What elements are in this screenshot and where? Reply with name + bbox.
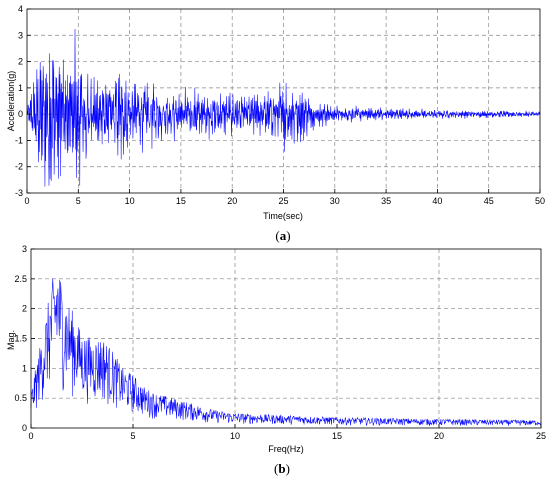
panel-b-ytick-label: 3 bbox=[22, 244, 27, 254]
panel-b-ytick-label: 0 bbox=[22, 423, 27, 433]
panel-b-ytick-label: 1.5 bbox=[14, 334, 27, 344]
panel-a-ytick-label: 0 bbox=[18, 109, 23, 119]
panel-a-xtick-label: 40 bbox=[432, 196, 442, 206]
panel-a-xtick-label: 25 bbox=[278, 196, 288, 206]
panel-b-ytick-label: 2 bbox=[22, 304, 27, 314]
panel-a-xtick-label: 35 bbox=[381, 196, 391, 206]
panel-b-xtick-label: 5 bbox=[130, 431, 135, 441]
panel-a-xtick-label: 45 bbox=[484, 196, 494, 206]
panel-a-caption-letter: a bbox=[280, 228, 287, 243]
panel-a-series-line bbox=[26, 28, 541, 187]
panel-a-ytick-label: -1 bbox=[15, 135, 23, 145]
panel-b-caption-letter: b bbox=[278, 461, 285, 476]
panel-b-xtick-label: 25 bbox=[536, 431, 546, 441]
panel-b-series-line bbox=[30, 278, 542, 427]
panel-a-xtick-label: 20 bbox=[227, 196, 237, 206]
panel-b-caption: (b) bbox=[274, 461, 290, 476]
panel-b-ytick-label: 0.5 bbox=[14, 393, 27, 403]
panel-b-xtick-label: 15 bbox=[332, 431, 342, 441]
panel-a-ytick-label: 1 bbox=[18, 83, 23, 93]
panel-b-ytick-label: 2.5 bbox=[14, 274, 27, 284]
panel-a-ytick-label: -2 bbox=[15, 162, 23, 172]
panel-a-xtick-label: 5 bbox=[76, 196, 81, 206]
panel-b-ytick-label: 1 bbox=[22, 363, 27, 373]
panel-a-xtick-label: 50 bbox=[535, 196, 545, 206]
panel-a-ytick-label: -3 bbox=[15, 188, 23, 198]
panel-a-ylabel: Acceleration(g) bbox=[6, 71, 16, 132]
panel-a-xtick-label: 15 bbox=[176, 196, 186, 206]
panel-b-xtick-label: 20 bbox=[434, 431, 444, 441]
panel-a-ytick-label: 4 bbox=[18, 4, 23, 14]
panel-a-chart: 0 5 10 15 20 25 30 35 40 45 50 -3 -2 -1 0 1 2 3 4 bbox=[15, 4, 545, 206]
panel-b-ylabel: Mag. bbox=[6, 330, 16, 350]
panel-a-caption: (a) bbox=[275, 228, 290, 243]
panel-a-ytick-label: 3 bbox=[18, 30, 23, 40]
panel-b-xtick-label: 0 bbox=[28, 431, 33, 441]
panel-a-xlabel: Time(sec) bbox=[263, 211, 303, 221]
panel-a-xtick-label: 30 bbox=[330, 196, 340, 206]
panel-b-chart: 0 5 10 15 20 25 0 0.5 1 1.5 2 2.5 3 bbox=[14, 244, 546, 441]
panel-b-xtick-label: 10 bbox=[230, 431, 240, 441]
panel-a-ytick-label: 2 bbox=[18, 57, 23, 67]
panel-a-xtick-label: 10 bbox=[125, 196, 135, 206]
panel-b-xlabel: Freq(Hz) bbox=[268, 444, 304, 454]
panel-a-xtick-label: 0 bbox=[24, 196, 29, 206]
